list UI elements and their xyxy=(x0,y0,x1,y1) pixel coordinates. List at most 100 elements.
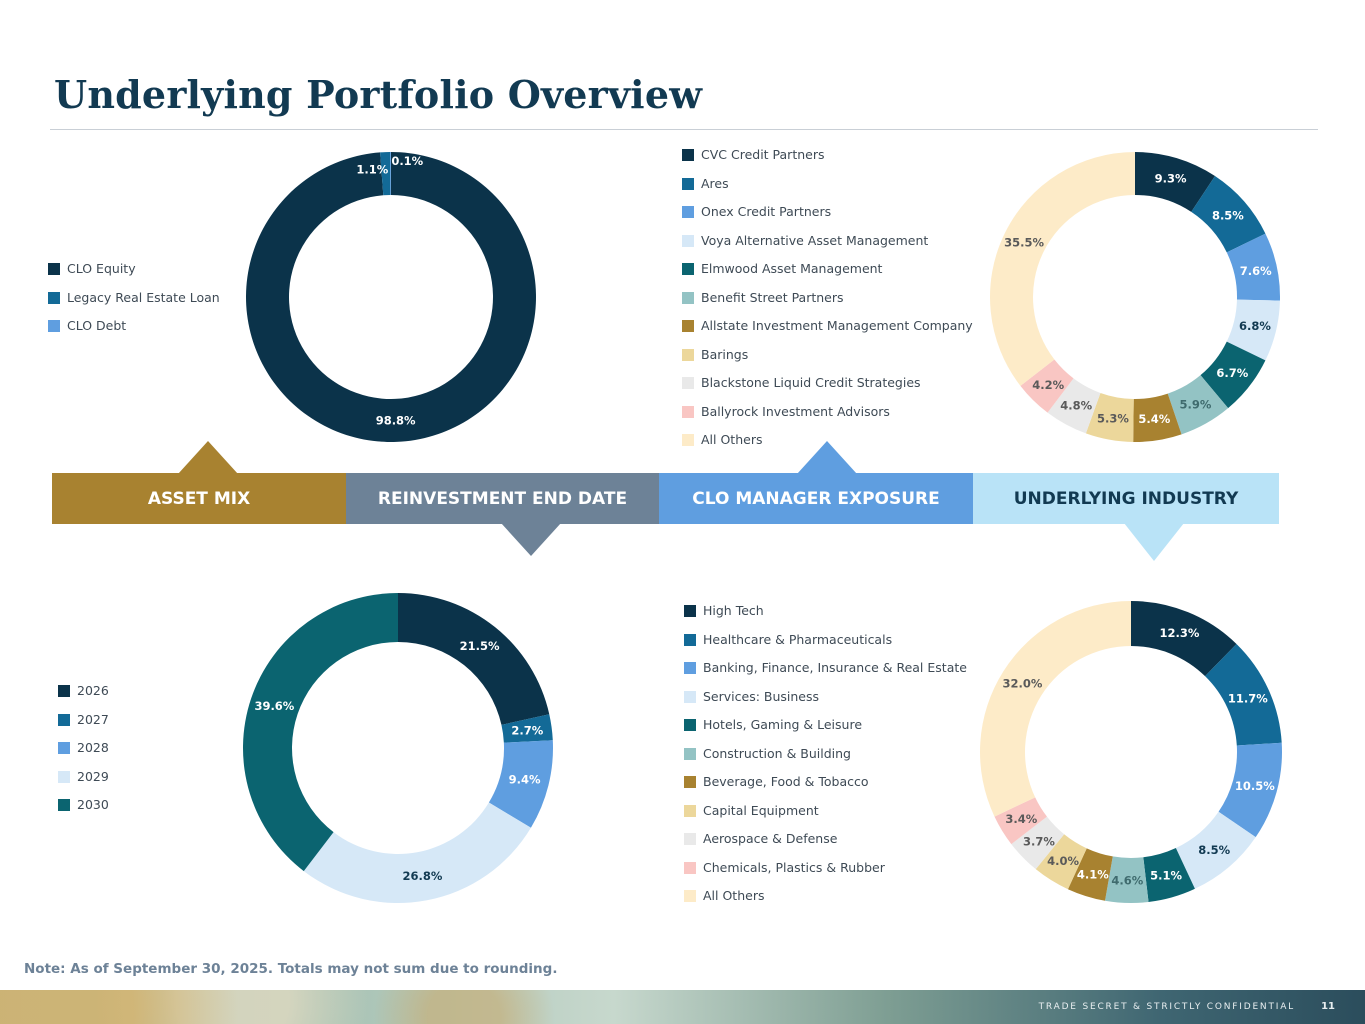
legend-label: Banking, Finance, Insurance & Real Estat… xyxy=(703,660,967,675)
legend-label: Allstate Investment Management Company xyxy=(701,318,973,333)
data-label-high-tech: 12.3% xyxy=(1160,626,1200,640)
data-label-services-business: 8.5% xyxy=(1198,843,1230,857)
legend-item-all-others: All Others xyxy=(682,432,973,461)
data-label-2026: 21.5% xyxy=(460,639,500,653)
legend-label: High Tech xyxy=(703,603,764,618)
data-label-clo-equity: 98.8% xyxy=(376,413,416,427)
legend-label: Hotels, Gaming & Leisure xyxy=(703,717,863,732)
legend-label: CLO Equity xyxy=(67,261,136,276)
reinvestment-donut-chart: 21.5% 2.7% 9.4% 26.8% 39.6% xyxy=(243,593,553,903)
legend-item-hotels-gaming-leisure: Hotels, Gaming & Leisure xyxy=(684,717,967,746)
legend-label: Elmwood Asset Management xyxy=(701,261,883,276)
footer-bar: TRADE SECRET & STRICTLY CONFIDENTIAL 11 xyxy=(0,990,1365,1024)
legend-item-onex-credit-partners: Onex Credit Partners xyxy=(682,204,973,233)
legend-item-2030: 2030 xyxy=(58,797,109,826)
legend-item-all-others: All Others xyxy=(684,888,967,917)
slice-legacy-real-estate-loan xyxy=(380,152,391,196)
legend-item-clo-equity: CLO Equity xyxy=(48,261,220,290)
legend-label: All Others xyxy=(703,888,765,903)
data-label-aerospace-defense: 3.7% xyxy=(1023,835,1055,849)
legend-item-voya-alternative-asset-management: Voya Alternative Asset Management xyxy=(682,233,973,262)
slice-banking-finance-insurance-real-estate xyxy=(1218,742,1282,838)
data-label-beverage-food-tobacco: 4.1% xyxy=(1077,868,1109,882)
legend-label: Ares xyxy=(701,175,729,191)
slice-beverage-food-tobacco xyxy=(1067,848,1113,901)
data-label-2028: 9.4% xyxy=(509,773,541,787)
slice-cvc-credit-partners xyxy=(1135,152,1215,212)
title-divider xyxy=(50,129,1318,130)
legend-label: 2027 xyxy=(77,711,109,727)
legend-item-legacy-real-estate-loan: Legacy Real Estate Loan xyxy=(48,290,220,319)
legend-label: Barings xyxy=(701,346,749,362)
legend-item-2026: 2026 xyxy=(58,683,109,712)
slice-ares xyxy=(1191,176,1266,253)
legend-swatch xyxy=(682,320,694,332)
legend-swatch xyxy=(48,263,60,275)
footnote: Note: As of September 30, 2025. Totals m… xyxy=(24,961,558,977)
data-label-ares: 8.5% xyxy=(1212,209,1244,223)
slice-clo-equity xyxy=(246,152,536,442)
slice-2028 xyxy=(488,740,553,828)
legend-swatch xyxy=(48,291,60,304)
legend-item-barings: Barings xyxy=(682,347,973,376)
data-label-voya-alternative-asset-management: 6.8% xyxy=(1239,319,1271,333)
legend-swatch xyxy=(682,348,694,361)
data-label-clo-debt: 0.1% xyxy=(391,154,423,168)
legend-label: Legacy Real Estate Loan xyxy=(67,289,220,305)
data-label-all-others: 35.5% xyxy=(1004,236,1044,250)
slice-aerospace-defense xyxy=(1011,816,1065,870)
legend-swatch xyxy=(684,804,696,817)
legend-swatch xyxy=(684,833,696,845)
slice-2027 xyxy=(501,714,553,743)
legend-label: Chemicals, Plastics & Rubber xyxy=(703,859,885,875)
legend-item-capital-equipment: Capital Equipment xyxy=(684,803,967,832)
legend-label: All Others xyxy=(701,432,763,447)
legend-label: 2026 xyxy=(77,683,109,698)
legend-label: Beverage, Food & Tobacco xyxy=(703,774,869,789)
legend-swatch xyxy=(684,776,696,788)
data-label-healthcare-pharmaceuticals: 11.7% xyxy=(1228,692,1268,706)
legend-label: Services: Business xyxy=(703,688,820,704)
slice-2030 xyxy=(243,593,398,872)
slice-healthcare-pharmaceuticals xyxy=(1205,643,1282,746)
data-label-elmwood-asset-management: 6.7% xyxy=(1216,366,1248,380)
legend-label: Ballyrock Investment Advisors xyxy=(701,403,890,419)
legend-swatch xyxy=(58,770,70,783)
legend-swatch xyxy=(682,149,694,161)
legend-swatch xyxy=(58,799,70,811)
legend-swatch xyxy=(684,747,696,760)
slice-hotels-gaming-leisure xyxy=(1143,848,1195,902)
legend-swatch xyxy=(684,890,696,902)
data-label-all-others: 32.0% xyxy=(1002,676,1042,690)
data-label-banking-finance-insurance-real-estate: 10.5% xyxy=(1235,779,1275,793)
legend-swatch xyxy=(48,320,60,332)
asset-mix-pointer xyxy=(178,441,238,474)
legend-swatch xyxy=(682,263,694,275)
legend-swatch xyxy=(682,405,694,418)
legend-swatch xyxy=(682,377,694,389)
legend-label: Blackstone Liquid Credit Strategies xyxy=(701,375,921,390)
slice-chemicals-plastics-rubber xyxy=(994,797,1047,845)
slice-services-business xyxy=(1175,811,1256,889)
data-label-barings: 5.3% xyxy=(1097,412,1129,426)
asset-mix-band: ASSET MIX xyxy=(52,473,346,524)
slice-voya-alternative-asset-management xyxy=(1226,299,1280,361)
reinvestment-legend: 2026 2027 2028 2029 2030 xyxy=(58,683,109,826)
legend-label: Construction & Building xyxy=(703,745,851,761)
legend-item-blackstone-liquid-credit-strategies: Blackstone Liquid Credit Strategies xyxy=(682,375,973,404)
slice-barings xyxy=(1085,392,1134,442)
legend-item-clo-debt: CLO Debt xyxy=(48,318,220,347)
data-label-construction-building: 4.6% xyxy=(1111,873,1143,887)
legend-item-benefit-street-partners: Benefit Street Partners xyxy=(682,290,973,319)
data-label-benefit-street-partners: 5.9% xyxy=(1180,398,1212,412)
data-label-hotels-gaming-leisure: 5.1% xyxy=(1150,869,1182,883)
legend-item-beverage-food-tobacco: Beverage, Food & Tobacco xyxy=(684,774,967,803)
legend-item-high-tech: High Tech xyxy=(684,603,967,632)
page-number: 11 xyxy=(1321,1001,1335,1012)
manager-pointer xyxy=(797,441,857,474)
legend-item-elmwood-asset-management: Elmwood Asset Management xyxy=(682,261,973,290)
industry-donut-chart: 12.3% 11.7% 10.5% 8.5% 5.1% 4.6%4.1%4.0% 3.7% 3… xyxy=(980,601,1282,903)
legend-swatch xyxy=(684,719,696,731)
legend-label: Capital Equipment xyxy=(703,802,819,818)
industry-band: UNDERLYING INDUSTRY xyxy=(973,473,1279,524)
